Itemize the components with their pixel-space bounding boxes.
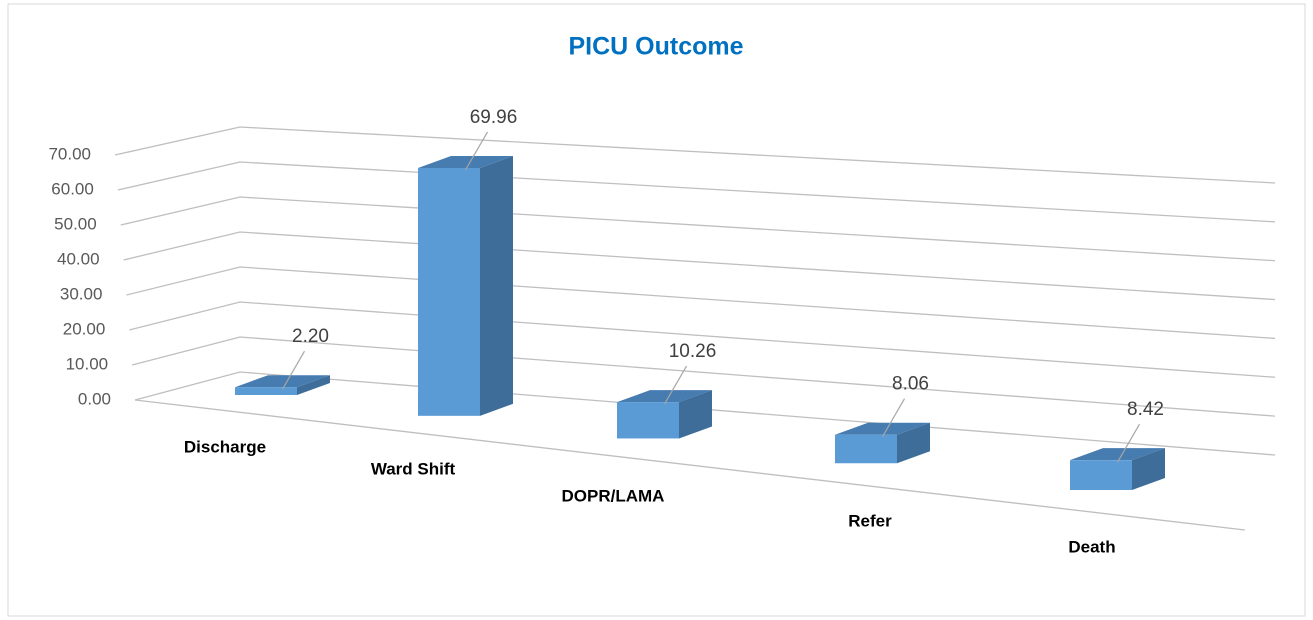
- grid-line: [129, 301, 1276, 378]
- x-tick-label: Refer: [848, 511, 892, 530]
- bar-top: [835, 422, 930, 435]
- bar-side: [1132, 448, 1165, 490]
- leader-line: [881, 398, 906, 438]
- bar-top: [235, 375, 330, 388]
- value-label: 2.20: [292, 326, 329, 347]
- y-tick-label: 70.00: [48, 144, 91, 163]
- bar: [1070, 460, 1132, 490]
- bar: [235, 387, 297, 395]
- bar-top: [617, 390, 712, 403]
- bar-top: [418, 155, 513, 168]
- bar-top: [1070, 448, 1165, 461]
- bar: [617, 402, 679, 439]
- x-tick-label: Discharge: [184, 437, 266, 456]
- leader-line: [464, 131, 489, 171]
- y-tick-label: 50.00: [54, 214, 97, 233]
- value-label: 10.26: [669, 341, 717, 362]
- grid-line: [117, 161, 1276, 223]
- bar-side: [679, 390, 712, 439]
- bar-side: [480, 155, 513, 416]
- x-tick-label: DOPR/LAMA: [562, 486, 665, 505]
- bar: [418, 167, 480, 416]
- leader-line: [1116, 423, 1141, 463]
- y-tick-label: 60.00: [51, 179, 94, 198]
- value-label: 8.06: [892, 374, 929, 395]
- value-label: 8.42: [1127, 399, 1164, 420]
- grid-line: [131, 336, 1276, 417]
- x-tick-label: Death: [1068, 537, 1115, 556]
- y-tick-label: 20.00: [63, 319, 106, 338]
- y-tick-label: 40.00: [57, 249, 100, 268]
- x-tick-label: Ward Shift: [371, 459, 456, 478]
- bar-side: [897, 422, 930, 464]
- floor-edge: [134, 399, 1246, 531]
- leader-line: [281, 350, 306, 390]
- bar-side: [297, 375, 330, 395]
- y-tick-label: 0.00: [78, 389, 111, 408]
- chart-frame: [7, 3, 1306, 617]
- chart-title: PICU Outcome: [568, 33, 743, 61]
- y-tick-label: 10.00: [66, 354, 109, 373]
- grid-line: [114, 126, 1276, 184]
- y-tick-label: 30.00: [60, 284, 103, 303]
- leader-line: [663, 365, 688, 405]
- grid-line: [120, 196, 1276, 262]
- bar: [835, 434, 897, 464]
- grid-line: [126, 266, 1276, 340]
- grid-line: [123, 231, 1276, 301]
- value-label: 69.96: [470, 107, 518, 128]
